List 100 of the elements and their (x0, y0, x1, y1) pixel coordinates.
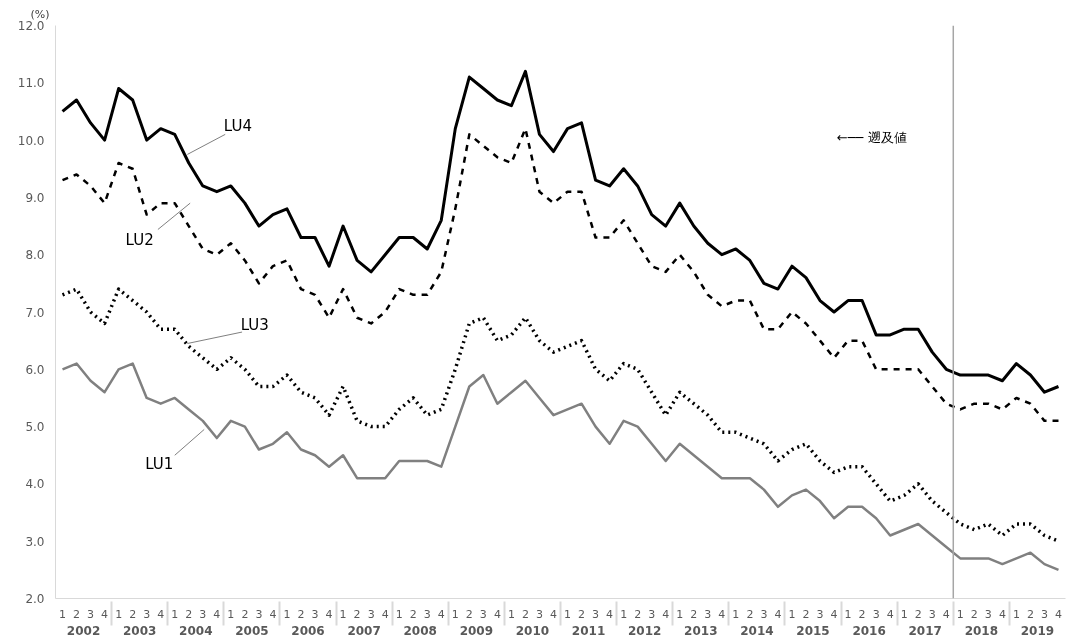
x-tick-label: 2 (690, 607, 698, 621)
y-tick-label: 10.0 (17, 133, 45, 148)
text: LU4 (223, 116, 252, 135)
text: 2016 (852, 623, 886, 637)
x-tick-label: 4 (437, 607, 445, 621)
x-tick-label: 2 (970, 607, 978, 621)
x-tick-label: 3 (255, 607, 263, 621)
x-tick-label: 1 (564, 607, 572, 621)
text: 2019 (1020, 623, 1055, 637)
x-tick-label: 1 (900, 607, 908, 621)
x-tick-label: 1 (227, 607, 235, 621)
x-tick-label: 4 (606, 607, 614, 621)
x-tick-label: 3 (479, 607, 487, 621)
y-tick-label: 6.0 (25, 362, 45, 377)
annotation: ←── 遡及値 (836, 130, 907, 146)
x-tick-label: 2 (73, 607, 81, 621)
x-tick-label: 2 (241, 607, 249, 621)
x-tick-label: 1 (844, 607, 852, 621)
text: 2013 (684, 623, 718, 637)
x-tick-label: 4 (774, 607, 782, 621)
x-tick-label: 1 (451, 607, 459, 621)
x-tick-label: 1 (788, 607, 796, 621)
text: 2006 (291, 623, 325, 637)
y-tick-label: 8.0 (25, 248, 45, 263)
text: 2010 (515, 623, 550, 637)
line-series (61, 69, 1060, 394)
x-tick-label: 4 (1054, 607, 1062, 621)
x-tick-label: 1 (1012, 607, 1020, 621)
x-tick-label: 2 (802, 607, 810, 621)
x-tick-label: 3 (760, 607, 768, 621)
x-tick-label: 2 (746, 607, 754, 621)
x-tick-label: 3 (648, 607, 656, 621)
text: 2014 (740, 623, 774, 637)
x-tick-label: 2 (185, 607, 193, 621)
x-tick-label: 1 (732, 607, 740, 621)
x-tick-label: 2 (409, 607, 417, 621)
x-tick-label: 1 (620, 607, 628, 621)
x-tick-label: 3 (816, 607, 824, 621)
x-tick-label: 4 (269, 607, 277, 621)
x-tick-label: 4 (998, 607, 1006, 621)
x-tick-label: 1 (395, 607, 403, 621)
text: 2012 (627, 623, 662, 637)
x-tick-label: 4 (886, 607, 894, 621)
y-tick-label: 5.0 (25, 420, 45, 435)
text: 2008 (403, 623, 437, 637)
line-series (61, 362, 1060, 572)
x-tick-label: 2 (465, 607, 473, 621)
x-tick-label: 3 (1040, 607, 1048, 621)
x-tick-label: 1 (339, 607, 347, 621)
y-tick-label: 3.0 (25, 534, 45, 549)
x-tick-label: 1 (115, 607, 123, 621)
series-label: LU3 (240, 315, 269, 334)
x-tick-label: 4 (213, 607, 221, 621)
text: 2018 (964, 623, 999, 637)
x-tick-label: 2 (353, 607, 361, 621)
text: 2004 (179, 623, 213, 637)
x-tick-label: 2 (858, 607, 866, 621)
x-tick-label: 1 (676, 607, 684, 621)
x-tick-label: 4 (157, 607, 165, 621)
text: LU1 (145, 454, 174, 473)
x-tick-label: 3 (535, 607, 543, 621)
x-tick-label: 3 (984, 607, 992, 621)
x-tick-label: 3 (87, 607, 95, 621)
y-axis-title: (%) (30, 7, 50, 21)
x-tick-label: 3 (592, 607, 600, 621)
x-tick-label: 1 (59, 607, 67, 621)
x-tick-label: 3 (928, 607, 936, 621)
x-tick-label: 4 (493, 607, 501, 621)
text: 2007 (347, 623, 381, 637)
x-tick-label: 4 (549, 607, 557, 621)
series-label: LU2 (125, 231, 154, 250)
x-tick-label: 1 (171, 607, 179, 621)
text: 2002 (66, 623, 101, 637)
x-tick-label: 4 (662, 607, 670, 621)
text: 2015 (796, 623, 830, 637)
text: 2009 (459, 623, 494, 637)
y-tick-label: 9.0 (25, 190, 45, 205)
text: 2017 (908, 623, 942, 637)
x-tick-label: 3 (311, 607, 319, 621)
x-tick-label: 4 (942, 607, 950, 621)
x-tick-label: 1 (507, 607, 515, 621)
y-tick-label: 12.0 (17, 19, 45, 33)
x-tick-label: 3 (367, 607, 375, 621)
y-tick-label: 11.0 (17, 76, 45, 91)
x-tick-label: 3 (199, 607, 207, 621)
x-tick-label: 2 (1026, 607, 1034, 621)
x-tick-label: 1 (956, 607, 964, 621)
text: 2005 (235, 623, 269, 637)
x-tick-label: 4 (101, 607, 109, 621)
x-tick-label: 2 (297, 607, 305, 621)
x-tick-label: 3 (143, 607, 151, 621)
x-tick-label: 4 (718, 607, 726, 621)
x-tick-label: 3 (872, 607, 880, 621)
y-tick-label: 7.0 (25, 305, 45, 320)
x-tick-label: 4 (830, 607, 838, 621)
text: 2003 (122, 623, 157, 637)
x-tick-label: 4 (381, 607, 389, 621)
y-tick-label: 4.0 (25, 477, 45, 492)
x-tick-label: 1 (283, 607, 291, 621)
y-tick-label: 2.0 (25, 592, 45, 606)
